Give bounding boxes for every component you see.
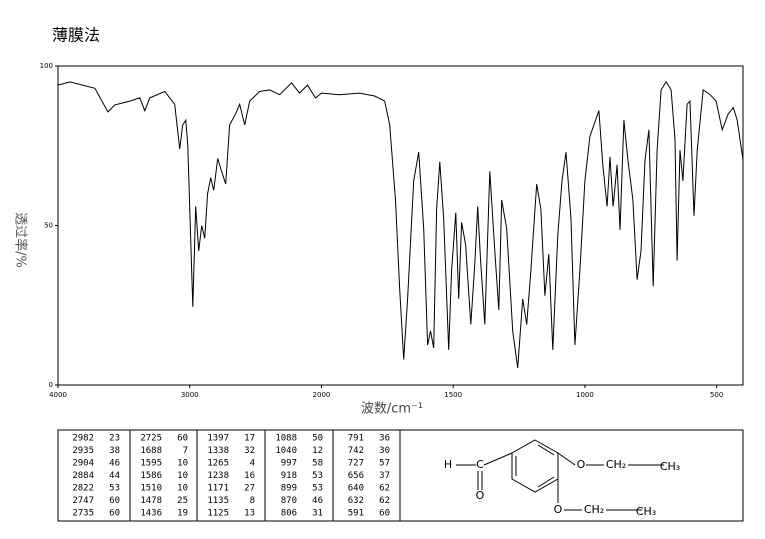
peak-transmittance: 62 bbox=[379, 484, 390, 494]
peak-wavenumber: 2982 bbox=[72, 434, 94, 444]
chart-title: 薄膜法 bbox=[52, 26, 100, 45]
x-tick-label: 4000 bbox=[49, 391, 67, 399]
peak-wavenumber: 742 bbox=[348, 446, 364, 456]
peak-wavenumber: 2725 bbox=[140, 434, 162, 444]
peak-wavenumber: 656 bbox=[348, 471, 364, 481]
peak-wavenumber: 2735 bbox=[72, 509, 94, 519]
peak-transmittance: 50 bbox=[312, 434, 323, 444]
structure-label: O bbox=[554, 503, 563, 516]
peak-wavenumber: 899 bbox=[281, 484, 297, 494]
structure-label: CH₂ bbox=[584, 503, 604, 516]
peak-transmittance: 10 bbox=[177, 484, 188, 494]
peak-transmittance: 17 bbox=[244, 434, 255, 444]
peak-wavenumber: 2747 bbox=[72, 496, 94, 506]
x-tick-label: 500 bbox=[710, 391, 723, 399]
structure-label: O bbox=[476, 489, 485, 502]
peak-wavenumber: 1595 bbox=[140, 459, 162, 469]
peak-wavenumber: 591 bbox=[348, 509, 364, 519]
peak-transmittance: 31 bbox=[312, 509, 323, 519]
peak-transmittance: 60 bbox=[177, 434, 188, 444]
peak-transmittance: 13 bbox=[244, 509, 255, 519]
peak-transmittance: 38 bbox=[109, 446, 120, 456]
peak-wavenumber: 640 bbox=[348, 484, 364, 494]
peak-transmittance: 10 bbox=[177, 459, 188, 469]
structure-label: O bbox=[577, 458, 586, 471]
x-axis-label: 波数/cm⁻¹ bbox=[361, 402, 423, 417]
y-tick-label: 50 bbox=[44, 222, 53, 230]
structure-label: H bbox=[444, 458, 452, 471]
peak-wavenumber: 1088 bbox=[275, 434, 297, 444]
x-tick-label: 1000 bbox=[576, 391, 594, 399]
peak-wavenumber: 791 bbox=[348, 434, 364, 444]
peak-wavenumber: 632 bbox=[348, 496, 364, 506]
peak-wavenumber: 997 bbox=[281, 459, 297, 469]
peak-wavenumber: 2904 bbox=[72, 459, 94, 469]
peak-transmittance: 19 bbox=[177, 509, 188, 519]
structure-label: CH₃ bbox=[636, 505, 656, 518]
peak-transmittance: 60 bbox=[379, 509, 390, 519]
peak-wavenumber: 1171 bbox=[207, 484, 229, 494]
peak-transmittance: 7 bbox=[183, 446, 188, 456]
plot-frame bbox=[57, 65, 744, 386]
peak-transmittance: 44 bbox=[109, 471, 120, 481]
peak-transmittance: 60 bbox=[109, 509, 120, 519]
peak-transmittance: 4 bbox=[250, 459, 255, 469]
peak-wavenumber: 1040 bbox=[275, 446, 297, 456]
peak-transmittance: 36 bbox=[379, 434, 390, 444]
y-tick-label: 0 bbox=[49, 381, 53, 389]
peak-transmittance: 53 bbox=[312, 471, 323, 481]
peak-transmittance: 16 bbox=[244, 471, 255, 481]
structure-label: CH₂ bbox=[606, 458, 626, 471]
peak-wavenumber: 2935 bbox=[72, 446, 94, 456]
peak-wavenumber: 1510 bbox=[140, 484, 162, 494]
peak-transmittance: 10 bbox=[177, 471, 188, 481]
peak-transmittance: 60 bbox=[109, 496, 120, 506]
peak-wavenumber: 1338 bbox=[207, 446, 229, 456]
peak-wavenumber: 1135 bbox=[207, 496, 229, 506]
peak-wavenumber: 870 bbox=[281, 496, 297, 506]
peak-wavenumber: 1125 bbox=[207, 509, 229, 519]
peak-wavenumber: 918 bbox=[281, 471, 297, 481]
peak-wavenumber: 1238 bbox=[207, 471, 229, 481]
peak-transmittance: 53 bbox=[109, 484, 120, 494]
structure-label: CH₃ bbox=[660, 460, 680, 473]
peak-transmittance: 27 bbox=[244, 484, 255, 494]
peak-wavenumber: 1265 bbox=[207, 459, 229, 469]
peak-wavenumber: 806 bbox=[281, 509, 297, 519]
peak-wavenumber: 1586 bbox=[140, 471, 162, 481]
x-tick-label: 1500 bbox=[444, 391, 462, 399]
peak-wavenumber: 1688 bbox=[140, 446, 162, 456]
spectrum-line bbox=[57, 80, 744, 369]
peak-transmittance: 37 bbox=[379, 471, 390, 481]
peak-transmittance: 53 bbox=[312, 484, 323, 494]
peak-transmittance: 46 bbox=[109, 459, 120, 469]
peak-transmittance: 23 bbox=[109, 434, 120, 444]
y-axis-label: 透过率/% bbox=[13, 212, 29, 268]
peak-transmittance: 30 bbox=[379, 446, 390, 456]
peak-wavenumber: 2822 bbox=[72, 484, 94, 494]
peak-transmittance: 8 bbox=[250, 496, 255, 506]
peak-wavenumber: 1478 bbox=[140, 496, 162, 506]
peak-wavenumber: 1397 bbox=[207, 434, 229, 444]
peak-transmittance: 46 bbox=[312, 496, 323, 506]
peak-wavenumber: 1436 bbox=[140, 509, 162, 519]
peak-wavenumber: 727 bbox=[348, 459, 364, 469]
x-tick-label: 2000 bbox=[313, 391, 331, 399]
structure-label: C bbox=[476, 458, 484, 471]
peak-transmittance: 58 bbox=[312, 459, 323, 469]
peak-transmittance: 62 bbox=[379, 496, 390, 506]
y-tick-label: 100 bbox=[40, 62, 53, 70]
x-tick-label: 3000 bbox=[181, 391, 199, 399]
peak-transmittance: 32 bbox=[244, 446, 255, 456]
peak-transmittance: 57 bbox=[379, 459, 390, 469]
peak-wavenumber: 2884 bbox=[72, 471, 94, 481]
peak-transmittance: 25 bbox=[177, 496, 188, 506]
structure-bonds bbox=[456, 439, 664, 511]
peak-transmittance: 12 bbox=[312, 446, 323, 456]
